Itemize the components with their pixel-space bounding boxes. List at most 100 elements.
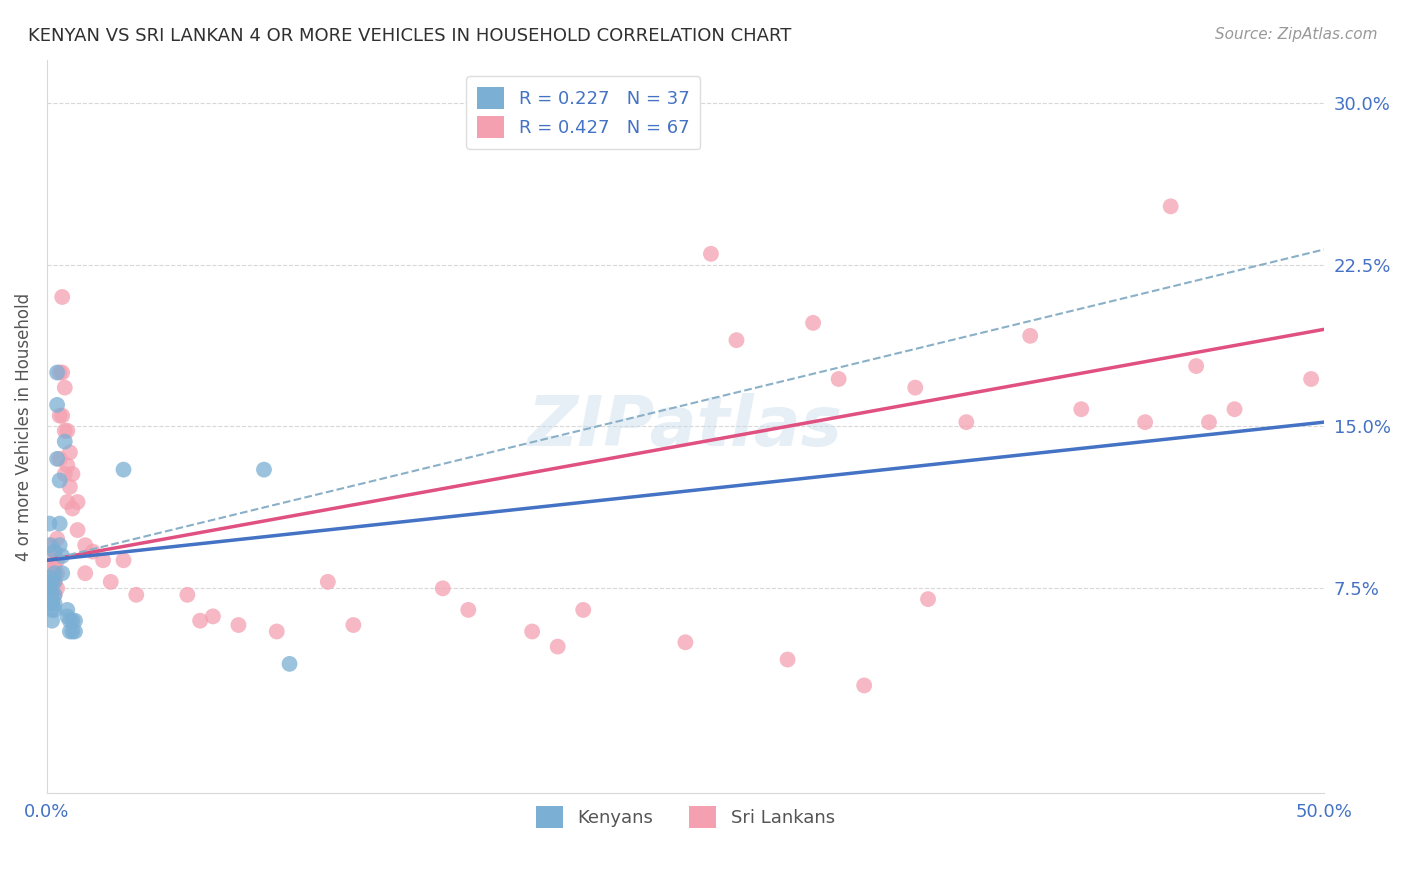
Y-axis label: 4 or more Vehicles in Household: 4 or more Vehicles in Household (15, 293, 32, 560)
Point (53, 381, 76, 395)
Point (66, 495, 89, 509)
Point (44, 544, 66, 558)
Point (41, 614, 63, 628)
Point (1070, 402, 1092, 417)
Point (125, 588, 148, 602)
Point (59, 480, 82, 494)
Point (51, 409, 73, 423)
Point (776, 652, 799, 666)
Point (44, 574, 66, 589)
Point (41, 574, 63, 589)
Point (48, 516, 70, 531)
Point (46, 398, 69, 412)
Point (51, 566, 73, 581)
Point (38, 538, 60, 552)
Point (44, 559, 66, 574)
Point (62, 614, 84, 628)
Point (38, 582, 60, 596)
Point (1185, 359, 1208, 373)
Point (316, 574, 339, 589)
Point (1019, 328, 1042, 343)
Point (41, 553, 63, 567)
Point (56, 609, 79, 624)
Point (62, 467, 84, 481)
Point (673, 635, 696, 649)
Point (53, 434, 76, 449)
Point (46, 532, 69, 546)
Legend: Kenyans, Sri Lankans: Kenyans, Sri Lankans (529, 799, 842, 836)
Point (44, 574, 66, 589)
Point (228, 618, 250, 632)
Point (82, 544, 104, 558)
Point (342, 618, 364, 632)
Point (41, 596, 63, 610)
Point (38, 516, 60, 531)
Text: Source: ZipAtlas.com: Source: ZipAtlas.com (1215, 27, 1378, 42)
Point (63, 624, 86, 639)
Point (725, 333, 748, 347)
Point (75, 538, 97, 552)
Point (56, 603, 79, 617)
Point (48, 409, 70, 423)
Point (56, 495, 79, 509)
Point (44, 588, 66, 602)
Point (955, 415, 977, 429)
Point (44, 603, 66, 617)
Point (700, 247, 723, 261)
Point (1301, 372, 1323, 386)
Point (41, 596, 63, 610)
Point (46, 553, 69, 567)
Point (201, 609, 224, 624)
Point (520, 624, 543, 639)
Point (457, 603, 479, 617)
Point (46, 366, 69, 380)
Point (44, 588, 66, 602)
Point (1223, 402, 1246, 417)
Point (63, 614, 86, 628)
Point (1198, 415, 1220, 429)
Point (41, 574, 63, 589)
Text: ZIPatlas: ZIPatlas (527, 393, 842, 460)
Point (46, 566, 69, 581)
Point (66, 523, 89, 537)
Text: KENYAN VS SRI LANKAN 4 OR MORE VEHICLES IN HOUSEHOLD CORRELATION CHART: KENYAN VS SRI LANKAN 4 OR MORE VEHICLES … (28, 27, 792, 45)
Point (48, 366, 70, 380)
Point (53, 424, 76, 438)
Point (801, 316, 824, 330)
Point (253, 462, 276, 476)
Point (112, 462, 135, 476)
Point (75, 566, 97, 581)
Point (59, 614, 82, 628)
Point (46, 451, 69, 466)
Point (44, 596, 66, 610)
Point (278, 657, 301, 671)
Point (59, 624, 82, 639)
Point (62, 624, 84, 639)
Point (51, 549, 73, 563)
Point (59, 445, 82, 459)
Point (38, 570, 60, 584)
Point (38, 588, 60, 602)
Point (56, 458, 79, 473)
Point (100, 574, 122, 589)
Point (51, 366, 73, 380)
Point (56, 424, 79, 438)
Point (48, 474, 70, 488)
Point (46, 582, 69, 596)
Point (188, 614, 211, 628)
Point (53, 467, 76, 481)
Point (904, 381, 927, 395)
Point (48, 451, 70, 466)
Point (48, 538, 70, 552)
Point (1133, 415, 1156, 429)
Point (44, 566, 66, 581)
Point (432, 582, 454, 596)
Point (41, 585, 63, 599)
Point (91, 553, 114, 567)
Point (572, 603, 595, 617)
Point (41, 603, 63, 617)
Point (44, 544, 66, 558)
Point (827, 372, 849, 386)
Point (51, 290, 73, 304)
Point (41, 538, 63, 552)
